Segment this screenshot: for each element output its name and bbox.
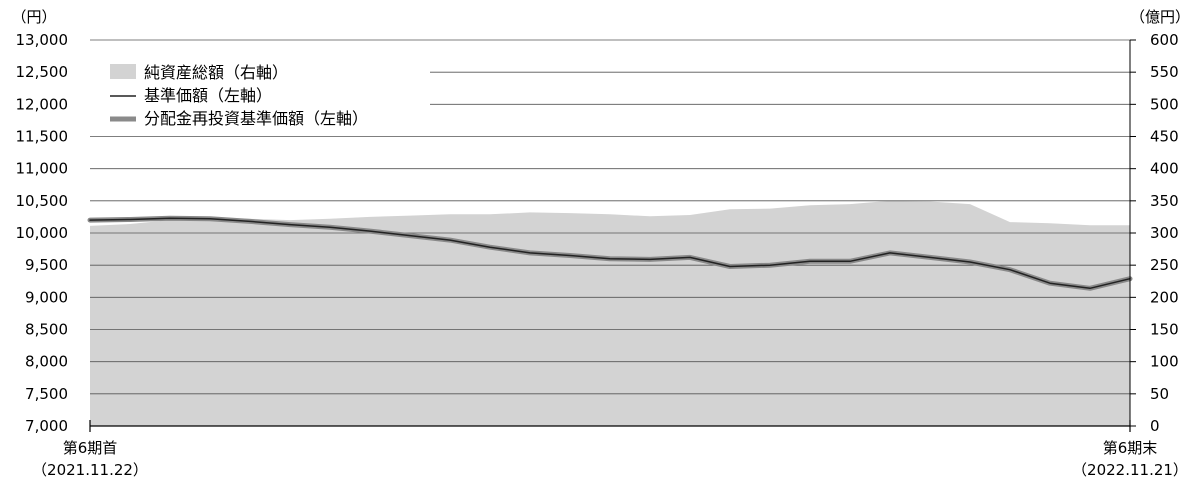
right-tick-label: 50 (1150, 385, 1169, 403)
net-assets-area-layer (90, 200, 1130, 426)
left-tick-label: 12,500 (16, 63, 69, 81)
x-start-date-label: （2021.11.22） (32, 461, 148, 479)
right-tick-label: 300 (1150, 224, 1179, 242)
right-tick-label: 600 (1150, 31, 1179, 49)
right-tick-label: 500 (1150, 95, 1179, 113)
left-tick-label: 8,000 (25, 353, 68, 371)
legend: 純資産総額（右軸） 基準価額（左軸） 分配金再投資基準価額（左軸） (90, 58, 430, 134)
legend-background (90, 58, 430, 134)
right-tick-label: 450 (1150, 128, 1179, 146)
x-start-period-label: 第6期首 (63, 439, 118, 457)
left-tick-label: 7,000 (25, 417, 68, 435)
nav-line (89, 217, 1131, 290)
net-assets-area (90, 200, 1130, 426)
legend-label-nav: 基準価額（左軸） (144, 86, 272, 105)
left-axis-unit-label: （円） (11, 8, 56, 26)
x-end-date-label: （2022.11.21） (1072, 461, 1188, 479)
nav-lines-layer (87, 215, 1133, 291)
left-tick-label: 11,000 (16, 160, 69, 178)
left-tick-label: 8,500 (25, 321, 68, 339)
left-tick-label: 11,500 (16, 128, 69, 146)
right-tick-label: 200 (1150, 288, 1179, 306)
left-tick-label: 13,000 (16, 31, 69, 49)
left-tick-label: 10,500 (16, 192, 69, 210)
x-end-period-label: 第6期末 (1103, 439, 1158, 457)
right-tick-label: 100 (1150, 353, 1179, 371)
right-tick-label: 0 (1150, 417, 1160, 435)
right-tick-label: 350 (1150, 192, 1179, 210)
left-tick-label: 10,000 (16, 224, 69, 242)
right-axis-unit-label: （億円） (1130, 8, 1190, 26)
left-tick-label: 12,000 (16, 95, 69, 113)
legend-label-net-assets: 純資産総額（右軸） (144, 63, 288, 82)
left-tick-label: 7,500 (25, 385, 68, 403)
left-tick-label: 9,500 (25, 256, 68, 274)
right-tick-label: 250 (1150, 256, 1179, 274)
legend-label-reinvested-nav: 分配金再投資基準価額（左軸） (144, 109, 368, 128)
right-tick-label: 550 (1150, 63, 1179, 81)
right-tick-label: 150 (1150, 321, 1179, 339)
left-tick-label: 9,000 (25, 288, 68, 306)
right-tick-label: 400 (1150, 160, 1179, 178)
legend-swatch-net-assets (110, 64, 136, 79)
